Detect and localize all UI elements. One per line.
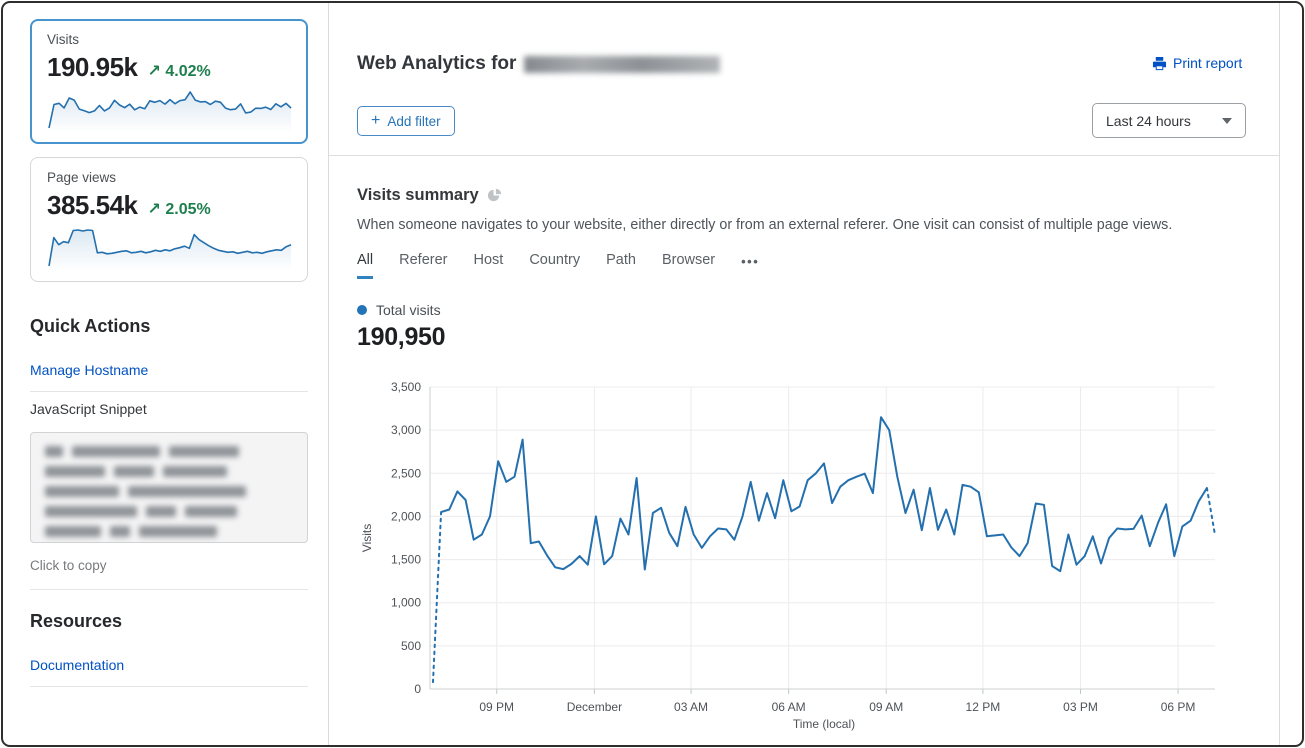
- svg-text:December: December: [567, 700, 622, 714]
- visits-sparkline: [48, 91, 292, 133]
- total-visits-value: 190,950: [357, 323, 446, 351]
- divider: [30, 589, 308, 590]
- svg-text:06 AM: 06 AM: [772, 700, 806, 714]
- trend-up-icon: ↗: [147, 63, 161, 80]
- chart-legend: Total visits: [357, 302, 441, 318]
- metric-card-pageviews[interactable]: Page views 385.54k ↗ 2.05%: [30, 157, 308, 282]
- visits-summary-heading: Visits summary: [357, 186, 502, 205]
- blurred-code: [45, 446, 293, 537]
- tab-all[interactable]: All: [357, 252, 374, 279]
- metric-value: 385.54k: [47, 190, 138, 220]
- plus-icon: +: [371, 111, 381, 129]
- tab-referer[interactable]: Referer: [399, 252, 448, 268]
- metric-delta: ↗ 2.05%: [147, 201, 211, 218]
- print-report-button[interactable]: Print report: [1152, 55, 1242, 71]
- add-filter-button[interactable]: + Add filter: [357, 106, 455, 136]
- documentation-link[interactable]: Documentation: [30, 657, 125, 673]
- svg-text:2,500: 2,500: [391, 466, 421, 480]
- pageviews-sparkline: [48, 229, 292, 271]
- visits-summary-description: When someone navigates to your website, …: [357, 217, 1173, 233]
- svg-text:3,000: 3,000: [391, 423, 421, 437]
- page-title: Web Analytics for: [357, 53, 721, 75]
- metric-label: Visits: [47, 32, 80, 47]
- svg-text:Time (local): Time (local): [793, 717, 855, 731]
- metric-value: 190.95k: [47, 52, 138, 82]
- svg-text:09 AM: 09 AM: [869, 700, 903, 714]
- quick-actions-heading: Quick Actions: [30, 316, 151, 336]
- svg-text:0: 0: [414, 682, 421, 696]
- time-range-select[interactable]: Last 24 hours: [1092, 103, 1246, 138]
- resources-heading: Resources: [30, 611, 123, 631]
- pie-chart-icon: [487, 188, 501, 202]
- chevron-down-icon: [1222, 117, 1232, 124]
- tab-path[interactable]: Path: [606, 252, 636, 268]
- svg-text:1,500: 1,500: [391, 553, 421, 567]
- trend-up-icon: ↗: [147, 201, 161, 218]
- svg-text:1,000: 1,000: [391, 596, 421, 610]
- snippet-code-box[interactable]: [30, 432, 308, 543]
- sidebar-divider: [328, 3, 329, 745]
- header-divider: [329, 155, 1279, 156]
- printer-icon: [1152, 56, 1167, 70]
- summary-tabs: All Referer Host Country Path Browser ••…: [357, 252, 759, 279]
- javascript-snippet-label: JavaScript Snippet: [30, 401, 147, 417]
- svg-text:03 AM: 03 AM: [674, 700, 708, 714]
- metric-card-visits[interactable]: Visits 190.95k ↗ 4.02%: [30, 19, 308, 144]
- svg-text:03 PM: 03 PM: [1063, 700, 1098, 714]
- tab-more-ellipsis[interactable]: •••: [741, 254, 760, 269]
- content-right-divider: [1279, 3, 1280, 745]
- visits-chart: 0 500 1,000 1,500 2,000 2,500 3,000 3,500 09 PM D…: [360, 380, 1216, 731]
- svg-text:Visits: Visits: [360, 524, 374, 552]
- svg-text:06 PM: 06 PM: [1161, 700, 1196, 714]
- svg-text:12 PM: 12 PM: [966, 700, 1001, 714]
- click-to-copy-hint: Click to copy: [30, 558, 107, 573]
- divider: [30, 391, 308, 392]
- legend-dot-icon: [357, 305, 367, 315]
- svg-text:500: 500: [401, 639, 421, 653]
- metric-delta: ↗ 4.02%: [147, 63, 211, 80]
- svg-text:3,500: 3,500: [391, 380, 421, 394]
- svg-text:2,000: 2,000: [391, 509, 421, 523]
- manage-hostname-link[interactable]: Manage Hostname: [30, 362, 149, 378]
- tab-browser[interactable]: Browser: [661, 252, 716, 268]
- tab-country[interactable]: Country: [529, 252, 581, 268]
- metric-label: Page views: [47, 170, 117, 185]
- blurred-domain: [524, 55, 721, 73]
- tab-host[interactable]: Host: [473, 252, 504, 268]
- legend-label: Total visits: [376, 302, 441, 318]
- svg-text:09 PM: 09 PM: [479, 700, 514, 714]
- divider: [30, 686, 308, 687]
